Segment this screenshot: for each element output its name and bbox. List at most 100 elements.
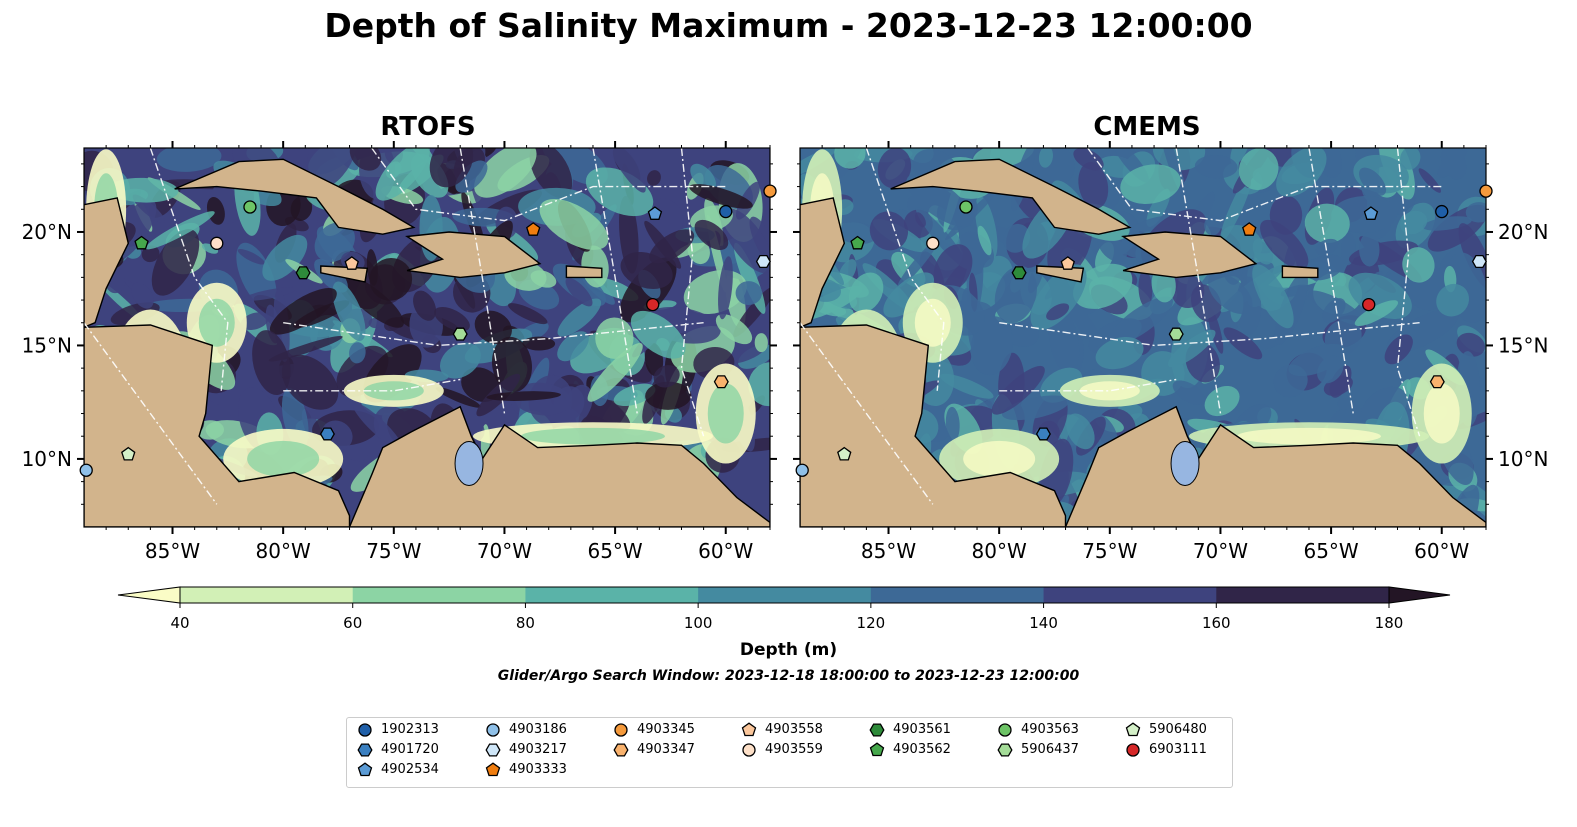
platform-marker-1902313 (719, 204, 733, 219)
colorbar-tick-label: 160 (1202, 614, 1231, 632)
platform-marker-5906480 (121, 446, 136, 461)
puerto-rico (1281, 265, 1319, 279)
cuba (890, 158, 1132, 235)
legend-entry-4902534: 4902534 (357, 761, 439, 779)
colorbar-tick-label: 80 (516, 614, 535, 632)
central-america (84, 324, 351, 527)
colorbar-segment (352, 587, 526, 603)
legend-entry-4903186: 4903186 (485, 721, 567, 739)
colorbar-segment (1216, 587, 1390, 603)
legend-marker-shape (485, 742, 501, 757)
platform-marker-4903558 (1060, 256, 1075, 270)
legend-marker-shape (869, 722, 885, 737)
south-america (1064, 405, 1486, 527)
platform-marker-4903561 (295, 266, 311, 280)
legend-marker-shape (357, 742, 373, 757)
legend-marker (357, 761, 373, 776)
legend-label: 4903217 (509, 742, 567, 757)
legend-marker-shape (1125, 721, 1141, 736)
legend-marker (358, 722, 372, 737)
south-america (348, 405, 770, 527)
platform-marker-4903333 (1242, 222, 1257, 236)
lat-tick-label: 15°N (1498, 333, 1548, 357)
colorbar-title: Depth (m) (739, 640, 838, 660)
legend-marker (613, 742, 629, 757)
platform-marker-4903558 (344, 256, 359, 270)
lon-tick-label: 80°W (256, 539, 311, 563)
legend-label: 6903111 (1149, 742, 1207, 757)
colorbar-tick-label: 140 (1029, 614, 1058, 632)
legend-entry-6903111: 6903111 (1125, 741, 1207, 759)
platform-marker-4903559 (210, 236, 224, 250)
legend-label: 4902534 (381, 762, 439, 777)
legend-marker (1126, 742, 1140, 757)
land-mask (84, 158, 770, 527)
platform-marker-4903562 (134, 235, 149, 250)
colorbar-tick-label: 40 (170, 614, 189, 632)
lat-tick-label: 20°N (22, 220, 72, 244)
puerto-rico (565, 265, 603, 279)
platform-marker-4903217 (755, 254, 771, 269)
legend-entry-4903562: 4903562 (869, 741, 951, 759)
legend-label: 4903345 (637, 722, 695, 737)
lake-maracaibo (1170, 440, 1200, 486)
legend-entry-4901720: 4901720 (357, 741, 439, 759)
legend-entry-4903559: 4903559 (741, 741, 823, 759)
legend-marker-shape (358, 722, 372, 737)
platform-marker-4902534 (647, 206, 663, 220)
legend-marker-shape (998, 722, 1012, 737)
colorbar-segment (870, 587, 1045, 603)
legend-entry-4903558: 4903558 (741, 721, 823, 739)
legend-entry-4903333: 4903333 (485, 761, 567, 779)
legend-marker (741, 721, 757, 736)
lon-tick-label: 80°W (972, 539, 1027, 563)
lon-tick-label: 85°W (145, 539, 200, 563)
rtofs-map-panel: 85°W 80°W 75°W 70°W 65°W 60°W 20°N 15°N 10°N (22, 141, 777, 563)
platform-marker-4903217 (1471, 254, 1487, 269)
legend-entry-5906437: 5906437 (997, 741, 1079, 759)
colorbar: 40 60 80 100 120 140 160 180 (117, 586, 1451, 632)
platform-marker-4901720 (319, 427, 335, 441)
lat-tick-label: 15°N (22, 333, 72, 357)
colorbar-segment (525, 587, 699, 603)
legend-entry-4903345: 4903345 (613, 721, 695, 739)
legend-marker-shape (486, 722, 500, 737)
legend-label: 4903333 (509, 762, 567, 777)
legend-label: 5906480 (1149, 722, 1207, 737)
platform-marker-4903563 (959, 200, 973, 214)
platform-marker-4903347 (713, 375, 729, 389)
legend-label: 4903559 (765, 742, 823, 757)
platform-marker-4903563 (243, 200, 257, 214)
lon-tick-label: 75°W (366, 539, 421, 563)
lon-tick-label: 75°W (1082, 539, 1137, 563)
lat-tick-label: 10°N (22, 447, 72, 471)
platform-legend: 1902313 4901720 4902534 4903186 4903217 49033… (346, 717, 1233, 788)
platform-marker-4903562 (850, 235, 865, 250)
lon-tick-label: 60°W (698, 539, 753, 563)
lat-tick-label: 20°N (1498, 220, 1548, 244)
platform-marker-4903345 (763, 184, 777, 198)
cuba (174, 158, 416, 235)
central-america (800, 324, 1067, 527)
legend-marker (614, 722, 628, 737)
platform-marker-4903559 (926, 236, 940, 250)
legend-marker-shape (1126, 742, 1140, 757)
eez-boundaries (84, 148, 726, 505)
colorbar-extend-high (1388, 586, 1451, 604)
legend-marker (869, 741, 885, 756)
legend-entry-5906480: 5906480 (1125, 721, 1207, 739)
platform-marker-4903333 (526, 222, 541, 236)
platform-marker-6903111 (1362, 297, 1376, 312)
land-mask (800, 158, 1486, 527)
lon-tick-label: 70°W (477, 539, 532, 563)
lon-tick-label: 60°W (1414, 539, 1469, 563)
legend-label: 4903347 (637, 742, 695, 757)
colorbar-tick-label: 60 (343, 614, 362, 632)
legend-entry-4903217: 4903217 (485, 741, 567, 759)
legend-marker (869, 722, 885, 737)
search-window-caption: Glider/Argo Search Window: 2023-12-18 18… (497, 668, 1080, 684)
eez-boundaries (800, 148, 1442, 505)
platform-marker-1902313 (1435, 204, 1449, 219)
figure-title: Depth of Salinity Maximum - 2023-12-23 1… (324, 6, 1253, 45)
